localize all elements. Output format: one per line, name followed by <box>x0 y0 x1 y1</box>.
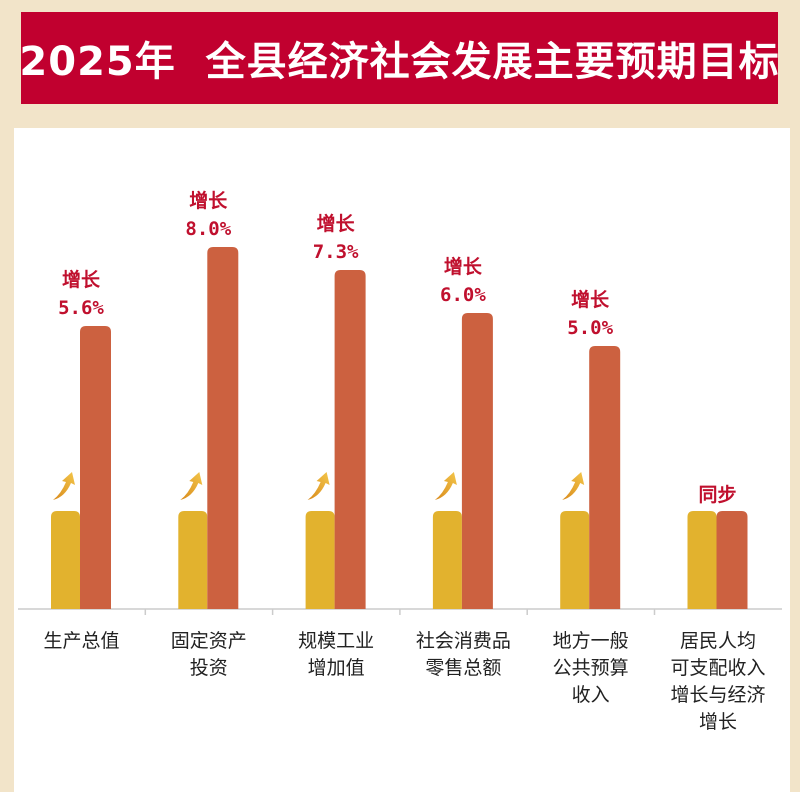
category-label: 社会消费品 零售总额 <box>415 630 511 679</box>
target-bar <box>589 346 621 609</box>
target-bar <box>207 247 239 609</box>
growth-arrow-icon <box>180 472 203 500</box>
baseline-bar <box>560 511 590 609</box>
baseline-bar <box>51 511 80 609</box>
target-bar <box>461 313 493 609</box>
chart-card <box>14 128 790 792</box>
data-label: 增长 8.0% <box>185 190 232 240</box>
category-label: 居民人均 可支配收入 增长与经济 增长 <box>670 630 766 733</box>
growth-arrow-icon <box>307 472 330 500</box>
category-label: 规模工业 增加值 <box>298 630 375 679</box>
baseline-bar <box>178 511 208 609</box>
target-bar <box>80 326 111 609</box>
growth-arrow-icon <box>53 472 75 500</box>
baseline-bar <box>305 511 335 609</box>
data-label: 同步 <box>698 484 737 506</box>
page-title: 2025年 全县经济社会发展主要预期目标 <box>19 12 779 104</box>
category-label: 固定资产 投资 <box>170 630 247 679</box>
data-label: 增长 7.3% <box>312 213 359 263</box>
baseline-bar <box>687 511 717 609</box>
data-label: 增长 5.0% <box>567 289 614 339</box>
category-label: 地方一般 公共预算 收入 <box>552 630 629 706</box>
target-bar <box>716 511 748 609</box>
category-label: 生产总值 <box>43 630 120 652</box>
baseline-bar <box>432 511 462 609</box>
growth-arrow-icon <box>434 472 457 500</box>
target-bar <box>334 270 366 609</box>
data-label: 增长 6.0% <box>440 256 486 306</box>
growth-arrow-icon <box>562 472 585 500</box>
data-label: 增长 5.6% <box>58 269 104 319</box>
